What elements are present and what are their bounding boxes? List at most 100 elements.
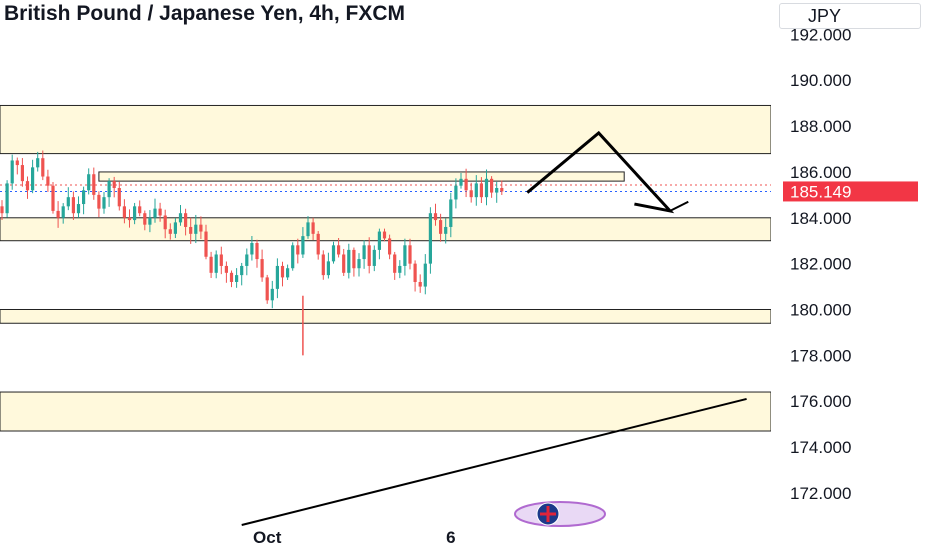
candle	[372, 245, 376, 272]
candle	[229, 270, 234, 288]
candle	[326, 252, 330, 279]
candle	[117, 181, 121, 211]
candle	[286, 264, 290, 280]
candle	[240, 262, 244, 286]
y-tick-label: 178.000	[790, 346, 851, 365]
candle	[112, 176, 116, 198]
projection-path[interactable]	[526, 130, 675, 214]
candle	[102, 192, 106, 214]
candle	[382, 228, 387, 242]
x-tick-label: 6	[446, 528, 455, 547]
candle	[189, 217, 193, 244]
candle	[224, 261, 228, 283]
trendline[interactable]	[241, 397, 747, 526]
candle	[56, 201, 60, 228]
candle	[178, 204, 183, 226]
candle	[275, 258, 279, 299]
candle	[403, 238, 407, 276]
resistance-box[interactable]	[98, 171, 625, 182]
candle	[0, 200, 4, 221]
candles-layer	[0, 150, 504, 356]
candle	[71, 191, 75, 220]
candle	[173, 217, 177, 239]
candle	[25, 176, 30, 199]
candle	[484, 169, 489, 206]
y-tick-label: 190.000	[790, 71, 851, 90]
candle	[352, 247, 356, 277]
candle	[423, 254, 427, 295]
candle	[398, 260, 402, 279]
candle	[41, 150, 45, 181]
candle	[454, 178, 458, 209]
y-tick-label: 176.000	[790, 392, 851, 411]
chart-title: British Pound / Japanese Yen, 4h, FXCM	[4, 2, 406, 25]
y-tick-label: 184.000	[790, 209, 851, 228]
candle	[260, 249, 264, 282]
candle	[362, 240, 366, 269]
candle	[153, 198, 157, 223]
y-tick-label: 188.000	[790, 117, 851, 136]
zone-0[interactable]	[0, 104, 772, 155]
candle	[464, 168, 468, 198]
candle	[459, 172, 463, 189]
candle	[143, 210, 147, 231]
zones-layer	[0, 104, 772, 432]
candle	[250, 236, 254, 261]
zone-2[interactable]	[0, 308, 772, 324]
candle	[31, 159, 35, 194]
candle	[449, 192, 453, 238]
candle	[148, 210, 152, 233]
candle	[306, 216, 310, 239]
axis-background	[771, 0, 932, 550]
currency-selector[interactable]: JPY	[779, 3, 921, 29]
candle	[163, 209, 167, 239]
candle	[331, 241, 336, 264]
candle	[296, 238, 300, 264]
candle	[342, 248, 346, 276]
candle	[219, 246, 223, 275]
candle	[158, 202, 162, 222]
last-price-label: 185.149	[790, 182, 851, 201]
candle	[87, 168, 91, 195]
candle	[5, 180, 9, 218]
candle	[316, 231, 320, 260]
candle	[280, 261, 285, 287]
y-tick-label: 172.000	[790, 484, 851, 503]
candle	[469, 182, 473, 203]
last-price-tag	[783, 181, 918, 202]
candle	[214, 250, 218, 279]
candle	[347, 243, 351, 279]
candle	[20, 158, 24, 187]
candle	[168, 223, 172, 240]
x-tick-label: Oct	[253, 528, 282, 547]
candle	[36, 151, 40, 172]
candle	[265, 274, 269, 304]
candle	[393, 251, 397, 280]
candle	[413, 260, 417, 292]
candle	[209, 251, 213, 278]
zone-3[interactable]	[0, 391, 772, 432]
candle	[92, 167, 96, 200]
y-tick-label: 186.000	[790, 163, 851, 182]
candle	[500, 180, 504, 195]
candle	[51, 181, 55, 214]
candle	[377, 228, 381, 260]
candle	[194, 214, 198, 244]
candle	[270, 280, 274, 309]
y-tick-label: 192.000	[790, 25, 851, 44]
candle	[10, 154, 14, 190]
y-tick-label: 182.000	[790, 255, 851, 274]
candle	[199, 216, 203, 239]
candle	[418, 274, 422, 293]
candle	[337, 238, 341, 258]
candle	[107, 178, 111, 207]
candle	[490, 176, 494, 198]
projection-tail	[669, 200, 689, 212]
candle	[133, 202, 137, 225]
candle	[66, 187, 70, 211]
candle	[495, 181, 499, 203]
candle	[122, 199, 126, 224]
candle	[357, 253, 361, 277]
